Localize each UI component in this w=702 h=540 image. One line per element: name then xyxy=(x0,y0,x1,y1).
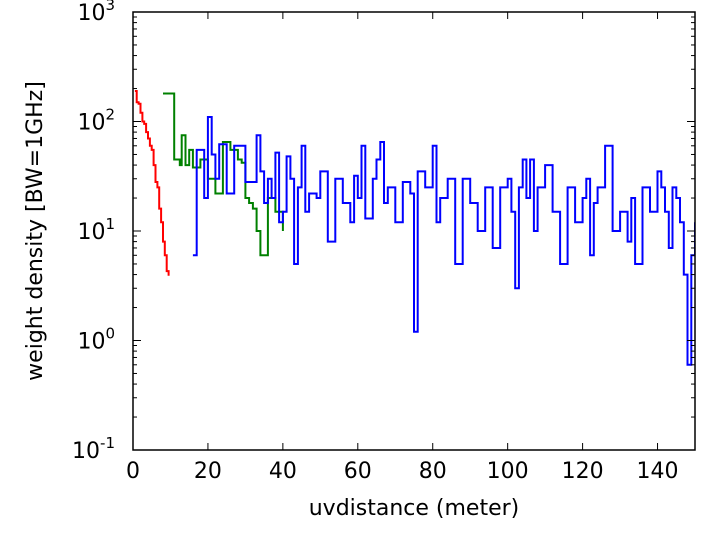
x-tick-label: 0 xyxy=(126,459,140,484)
x-tick-label: 80 xyxy=(419,459,447,484)
y-axis-label: weight density [BW=1GHz] xyxy=(23,81,48,381)
series-layer xyxy=(134,90,695,366)
x-tick-label: 60 xyxy=(344,459,372,484)
x-tick-label: 100 xyxy=(487,459,529,484)
x-tick-label: 120 xyxy=(562,459,604,484)
x-tick-label: 20 xyxy=(194,459,222,484)
x-tick-label: 40 xyxy=(269,459,297,484)
x-tick-label: 140 xyxy=(637,459,679,484)
series-line-0 xyxy=(134,90,170,276)
x-axis-label: uvdistance (meter) xyxy=(309,496,520,521)
series-line-2 xyxy=(192,116,695,366)
x-ticks: 0 20 40 60 80 100 120 140 xyxy=(126,12,679,484)
series-line-1 xyxy=(163,92,284,257)
y-tick-label: 103 xyxy=(77,0,115,26)
